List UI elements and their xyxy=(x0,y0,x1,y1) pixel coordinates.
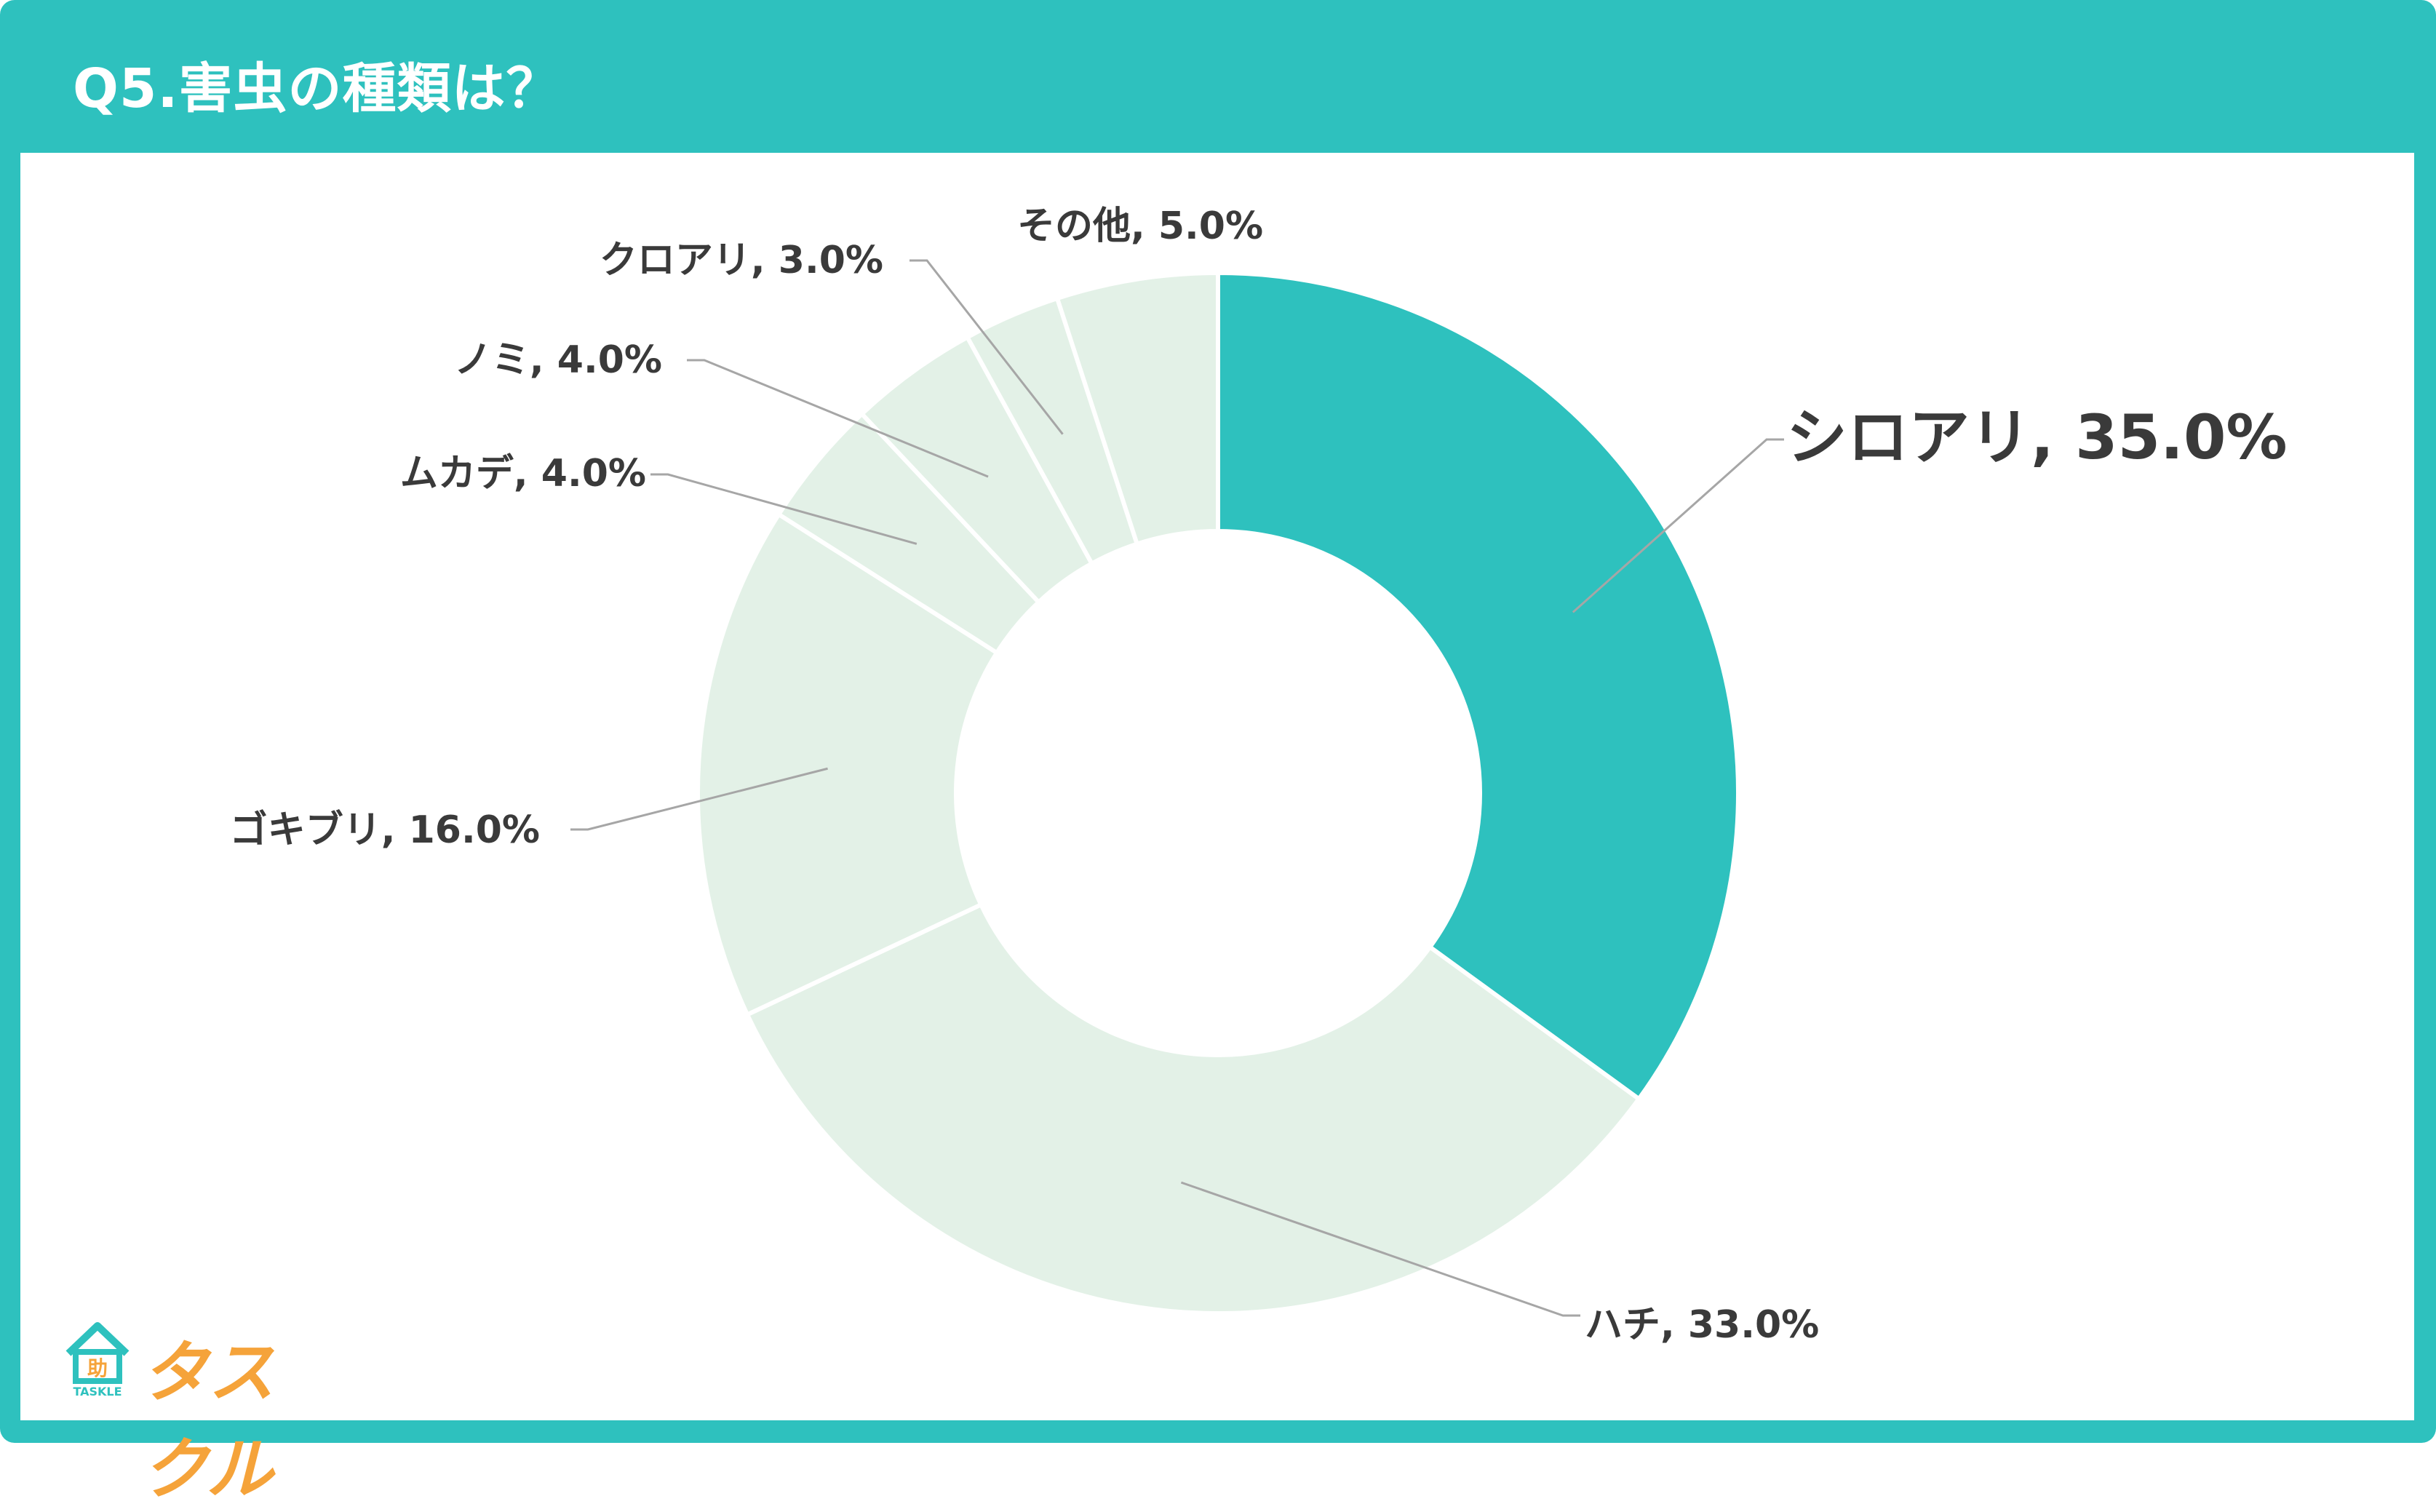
leader-line-4 xyxy=(650,473,918,545)
data-label-2: ハチ, 33.0% xyxy=(1585,1303,1819,1347)
slice-3 xyxy=(696,511,1000,1018)
brand-logo: 助 TASKLE タスクル xyxy=(61,1318,323,1508)
slice-2 xyxy=(744,902,1642,1316)
leader-lines-group xyxy=(570,259,1784,1317)
donut-chart: シロアリ, 35.0% ハチ, 33.0% ゴキブリ, 16.0% ムカデ, 4.0%… xyxy=(230,204,2288,1347)
page-title: Q5.害虫の種類は？ xyxy=(73,57,561,120)
slice-1 xyxy=(1216,270,1740,1102)
brand-mark: 助 xyxy=(87,1356,108,1380)
data-label-5: ノミ, 4.0% xyxy=(454,338,662,382)
labels-group: シロアリ, 35.0% ハチ, 33.0% ゴキブリ, 16.0% ムカデ, 4.0%… xyxy=(230,204,2288,1347)
leader-line-1 xyxy=(1572,438,1784,613)
data-label-6: クロアリ, 3.0% xyxy=(600,239,883,282)
leader-line-6 xyxy=(909,259,1064,435)
data-label-7: その他, 5.0% xyxy=(1017,204,1263,248)
slices-group xyxy=(696,270,1740,1316)
leader-line-5 xyxy=(687,359,989,478)
house-icon: 助 TASKLE xyxy=(65,1322,130,1398)
brand-sub: TASKLE xyxy=(73,1385,122,1398)
data-label-4: ムカデ, 4.0% xyxy=(400,452,646,496)
slice-7 xyxy=(1054,270,1220,547)
data-label-1: シロアリ, 35.0% xyxy=(1786,402,2288,473)
brand-name: タスクル xyxy=(141,1334,276,1508)
leader-line-2 xyxy=(1180,1181,1580,1317)
data-label-3: ゴキブリ, 16.0% xyxy=(230,808,540,852)
leader-line-3 xyxy=(570,767,828,831)
